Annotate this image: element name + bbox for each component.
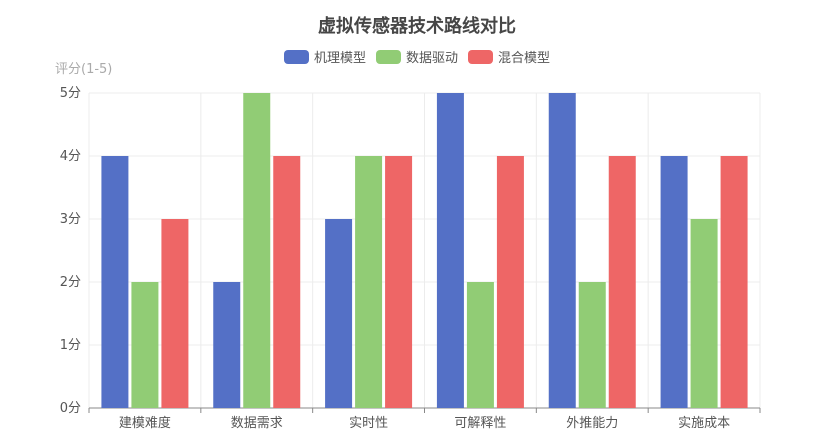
legend-item-mechanism[interactable]: 机理模型 bbox=[283, 47, 366, 66]
x-tick-label: 外推能力 bbox=[566, 416, 618, 431]
y-tick-label: 2分 bbox=[60, 275, 81, 290]
bar-mechanism[interactable] bbox=[213, 282, 241, 408]
bar-mechanism[interactable] bbox=[101, 156, 129, 408]
y-axis-label: 评分(1-5) bbox=[55, 62, 113, 77]
bar-data-driven[interactable] bbox=[690, 219, 718, 408]
legend-item-data-driven[interactable]: 数据驱动 bbox=[375, 47, 458, 66]
bar-data-driven[interactable] bbox=[355, 156, 383, 408]
chart-title: 虚拟传感器技术路线对比 bbox=[318, 16, 516, 37]
x-tick-label: 数据需求 bbox=[231, 416, 283, 431]
legend-swatch-mechanism bbox=[283, 49, 309, 64]
bar-mechanism[interactable] bbox=[436, 93, 464, 408]
y-tick-label: 1分 bbox=[60, 338, 81, 353]
bar-mechanism[interactable] bbox=[548, 93, 576, 408]
bar-hybrid[interactable] bbox=[496, 156, 524, 408]
bar-data-driven[interactable] bbox=[578, 282, 606, 408]
bar-data-driven[interactable] bbox=[243, 93, 271, 408]
bar-hybrid[interactable] bbox=[385, 156, 413, 408]
legend-label-mechanism: 机理模型 bbox=[313, 51, 366, 66]
legend[interactable]: 机理模型 数据驱动 混合模型 bbox=[0, 47, 834, 66]
bar-data-driven[interactable] bbox=[131, 282, 159, 408]
y-tick-label: 4分 bbox=[60, 149, 81, 164]
legend-swatch-data-driven bbox=[375, 49, 401, 64]
legend-label-hybrid: 混合模型 bbox=[498, 51, 551, 66]
legend-label-data-driven: 数据驱动 bbox=[405, 51, 458, 66]
bar-hybrid[interactable] bbox=[608, 156, 636, 408]
y-tick-label: 5分 bbox=[60, 86, 81, 101]
x-tick-label: 实时性 bbox=[349, 416, 388, 431]
bar-data-driven[interactable] bbox=[466, 282, 494, 408]
bar-mechanism[interactable] bbox=[325, 219, 353, 408]
bar-hybrid[interactable] bbox=[720, 156, 748, 408]
legend-swatch-hybrid bbox=[468, 49, 493, 64]
x-tick-label: 实施成本 bbox=[678, 416, 730, 431]
bar-hybrid[interactable] bbox=[273, 156, 301, 408]
legend-item-hybrid[interactable]: 混合模型 bbox=[468, 47, 550, 66]
y-tick-label: 0分 bbox=[60, 401, 81, 416]
y-tick-label: 3分 bbox=[60, 212, 81, 227]
bar-mechanism[interactable] bbox=[660, 156, 688, 408]
bar-hybrid[interactable] bbox=[161, 219, 189, 408]
x-tick-label: 建模难度 bbox=[119, 415, 171, 431]
x-tick-label: 可解释性 bbox=[454, 416, 506, 431]
